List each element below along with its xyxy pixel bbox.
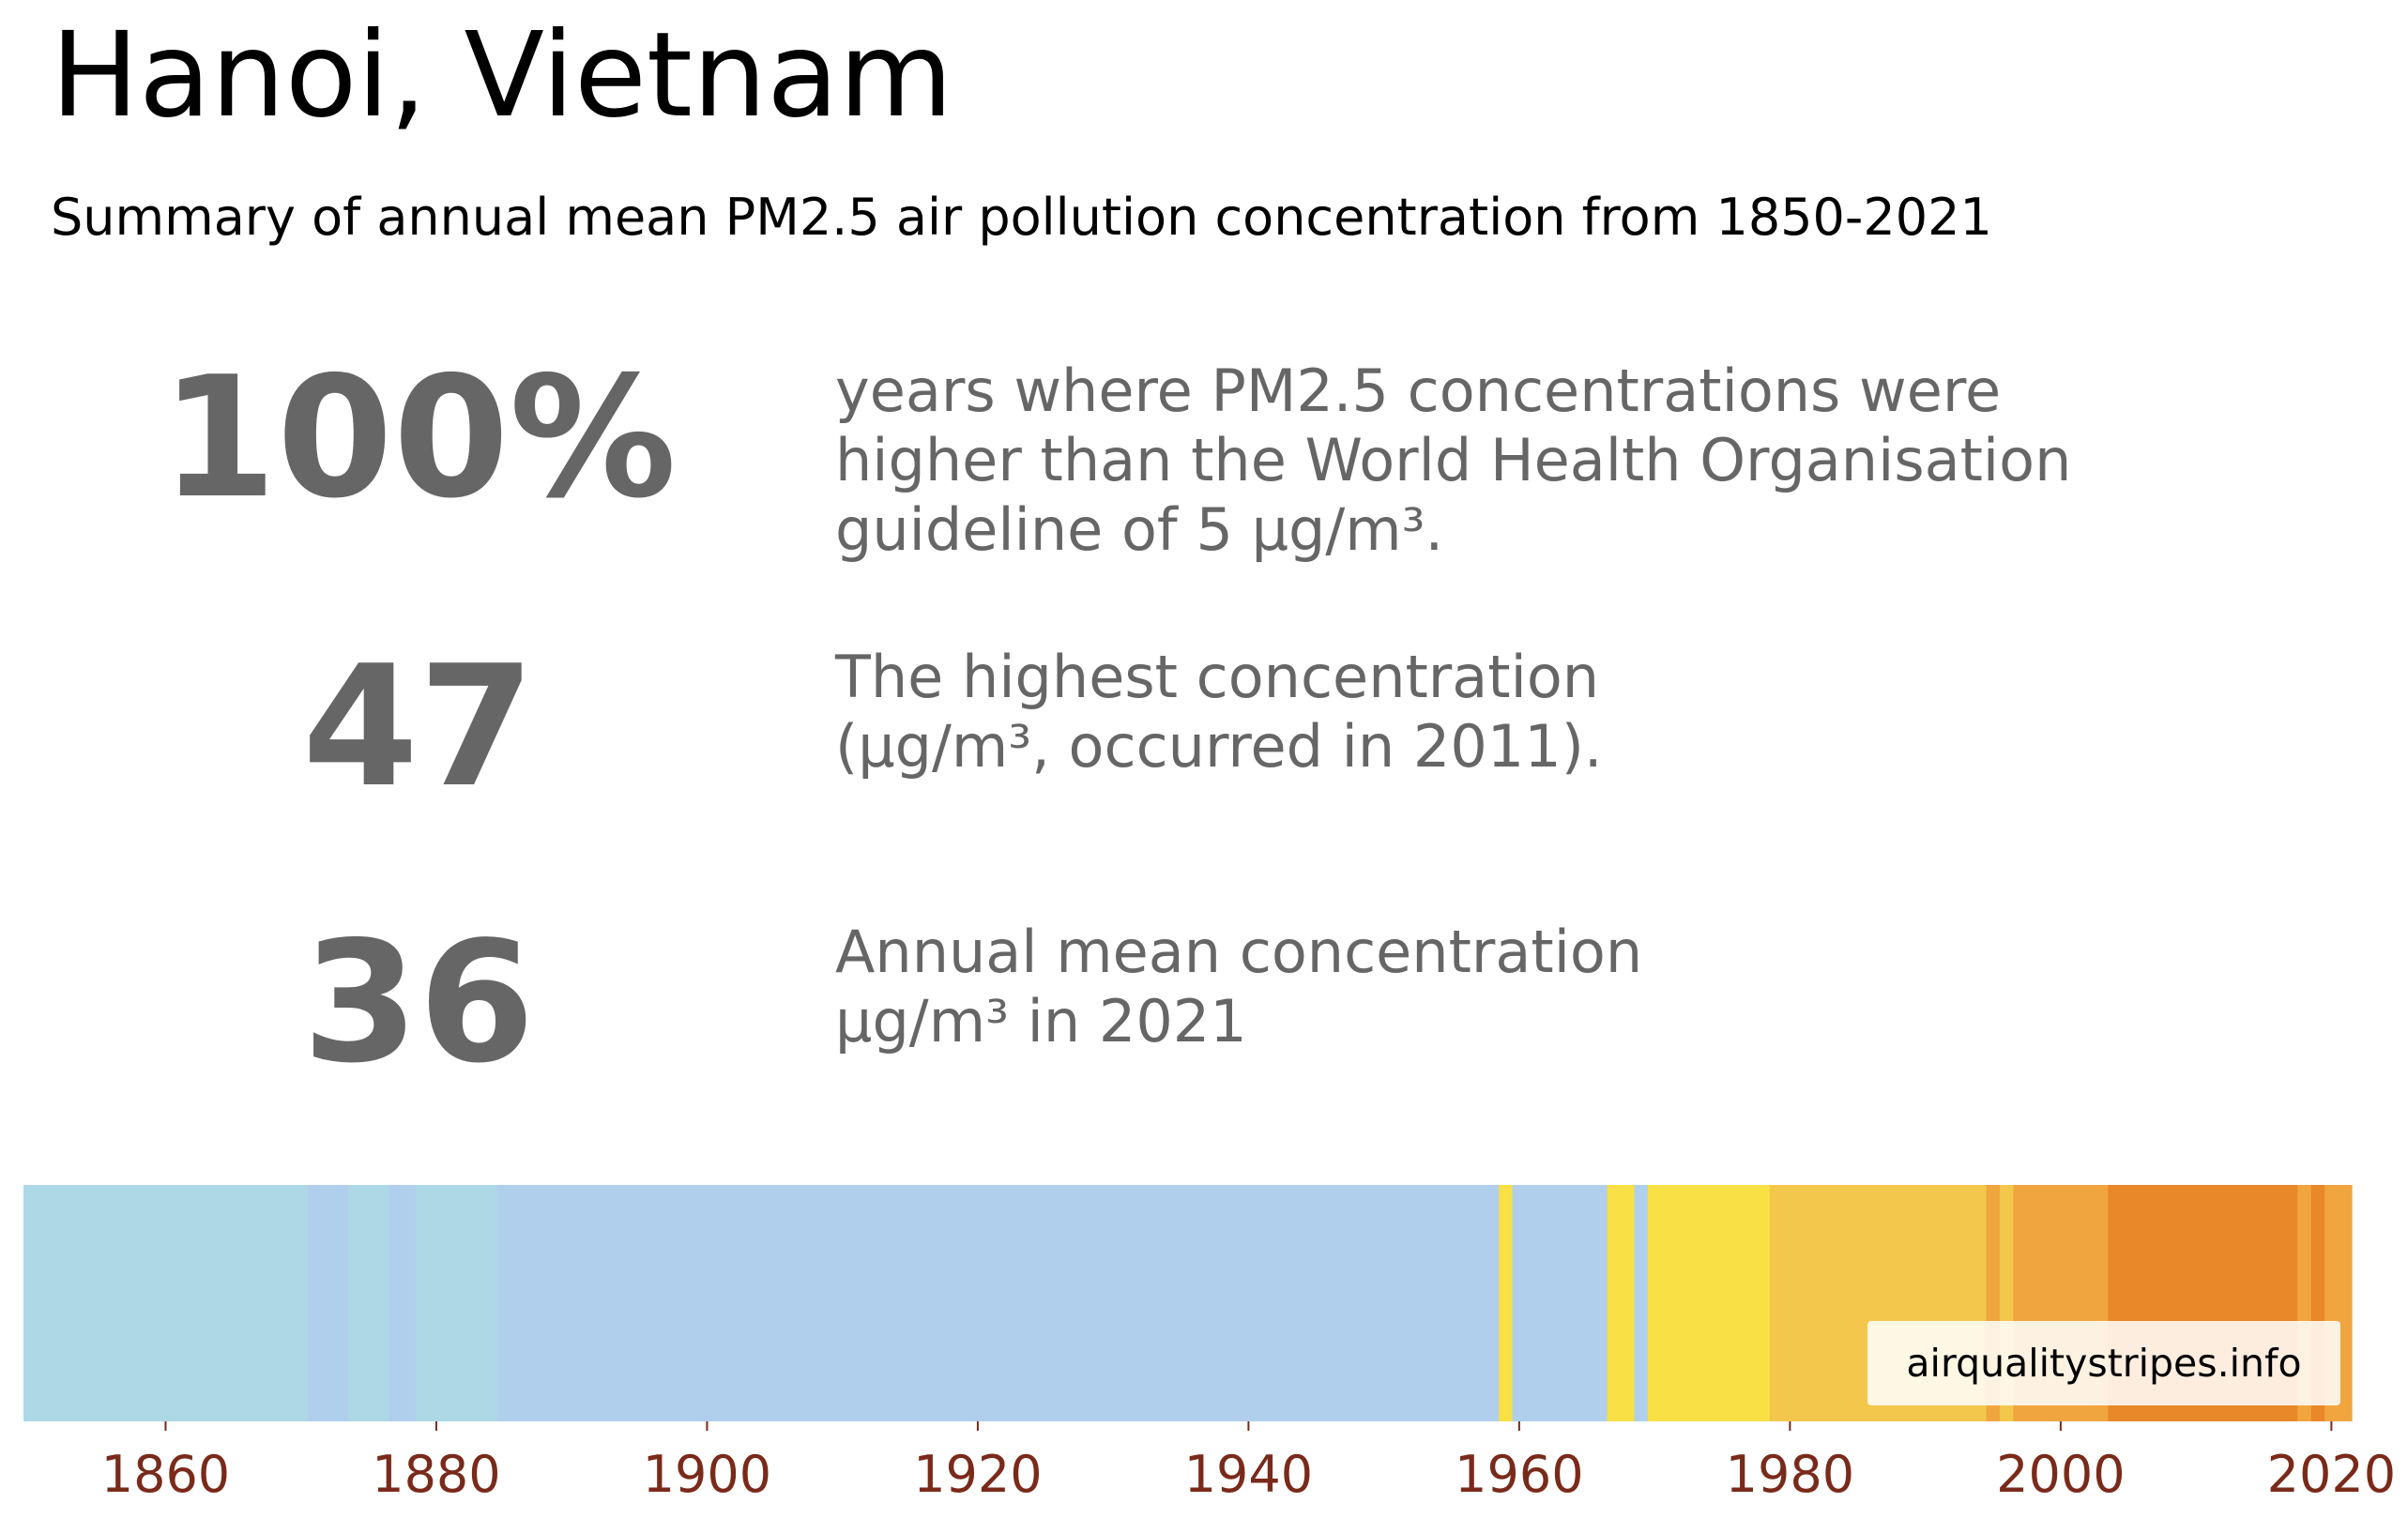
stat-annual-mean-description: Annual mean concentration µg/m³ in 2021 xyxy=(835,918,1642,1056)
x-tick-label: 1880 xyxy=(372,1445,500,1504)
page-title: Hanoi, Vietnam xyxy=(51,8,953,144)
stat-percent-description: years where PM2.5 concentrations were hi… xyxy=(835,357,2071,565)
x-tick-label: 1860 xyxy=(101,1445,230,1504)
stat-percent-line: higher than the World Health Organisatio… xyxy=(835,426,2072,494)
stripe-1877-1878 xyxy=(389,1185,417,1421)
watermark-label: airqualitystripes.info xyxy=(1867,1321,2340,1405)
x-tick-label: 2020 xyxy=(2267,1445,2396,1504)
x-tick-label: 1980 xyxy=(1726,1445,1854,1504)
stat-highest-value: 47 xyxy=(302,630,535,824)
stat-highest-line: (µg/m³, occurred in 2011). xyxy=(835,712,1603,781)
stripe-1885-1958 xyxy=(496,1185,1500,1421)
stat-percent-line: years where PM2.5 concentrations were xyxy=(835,357,2002,425)
stripe-1967-1968 xyxy=(1607,1185,1636,1421)
x-tick-label: 1960 xyxy=(1455,1445,1583,1504)
x-tick-label: 1920 xyxy=(913,1445,1042,1504)
stripe-1874-1876 xyxy=(348,1185,390,1421)
stripe-1960-1966 xyxy=(1512,1185,1608,1421)
x-tick-label: 2000 xyxy=(1996,1445,2125,1504)
stat-highest-line: The highest concentration xyxy=(835,643,1600,711)
stat-annual-mean-value: 36 xyxy=(302,905,535,1100)
stat-percent-line: guideline of 5 µg/m³. xyxy=(835,495,1444,564)
stripe-1879-1884 xyxy=(416,1185,498,1421)
stat-annual-mean-line: Annual mean concentration xyxy=(835,918,1643,986)
x-tick-label: 1900 xyxy=(643,1445,771,1504)
stat-highest-description: The highest concentration (µg/m³, occurr… xyxy=(835,643,1603,782)
x-tick-label: 1940 xyxy=(1184,1445,1313,1504)
stripe-1959-1959 xyxy=(1499,1185,1514,1421)
stat-annual-mean-line: µg/m³ in 2021 xyxy=(835,987,1247,1055)
stat-percent-value: 100% xyxy=(160,341,677,535)
stripe-1970-1978 xyxy=(1647,1185,1771,1421)
stripe-1969-1969 xyxy=(1634,1185,1649,1421)
stripe-1871-1873 xyxy=(307,1185,349,1421)
page-subtitle: Summary of annual mean PM2.5 air polluti… xyxy=(51,188,1992,247)
stripe-1850-1870 xyxy=(23,1185,309,1421)
